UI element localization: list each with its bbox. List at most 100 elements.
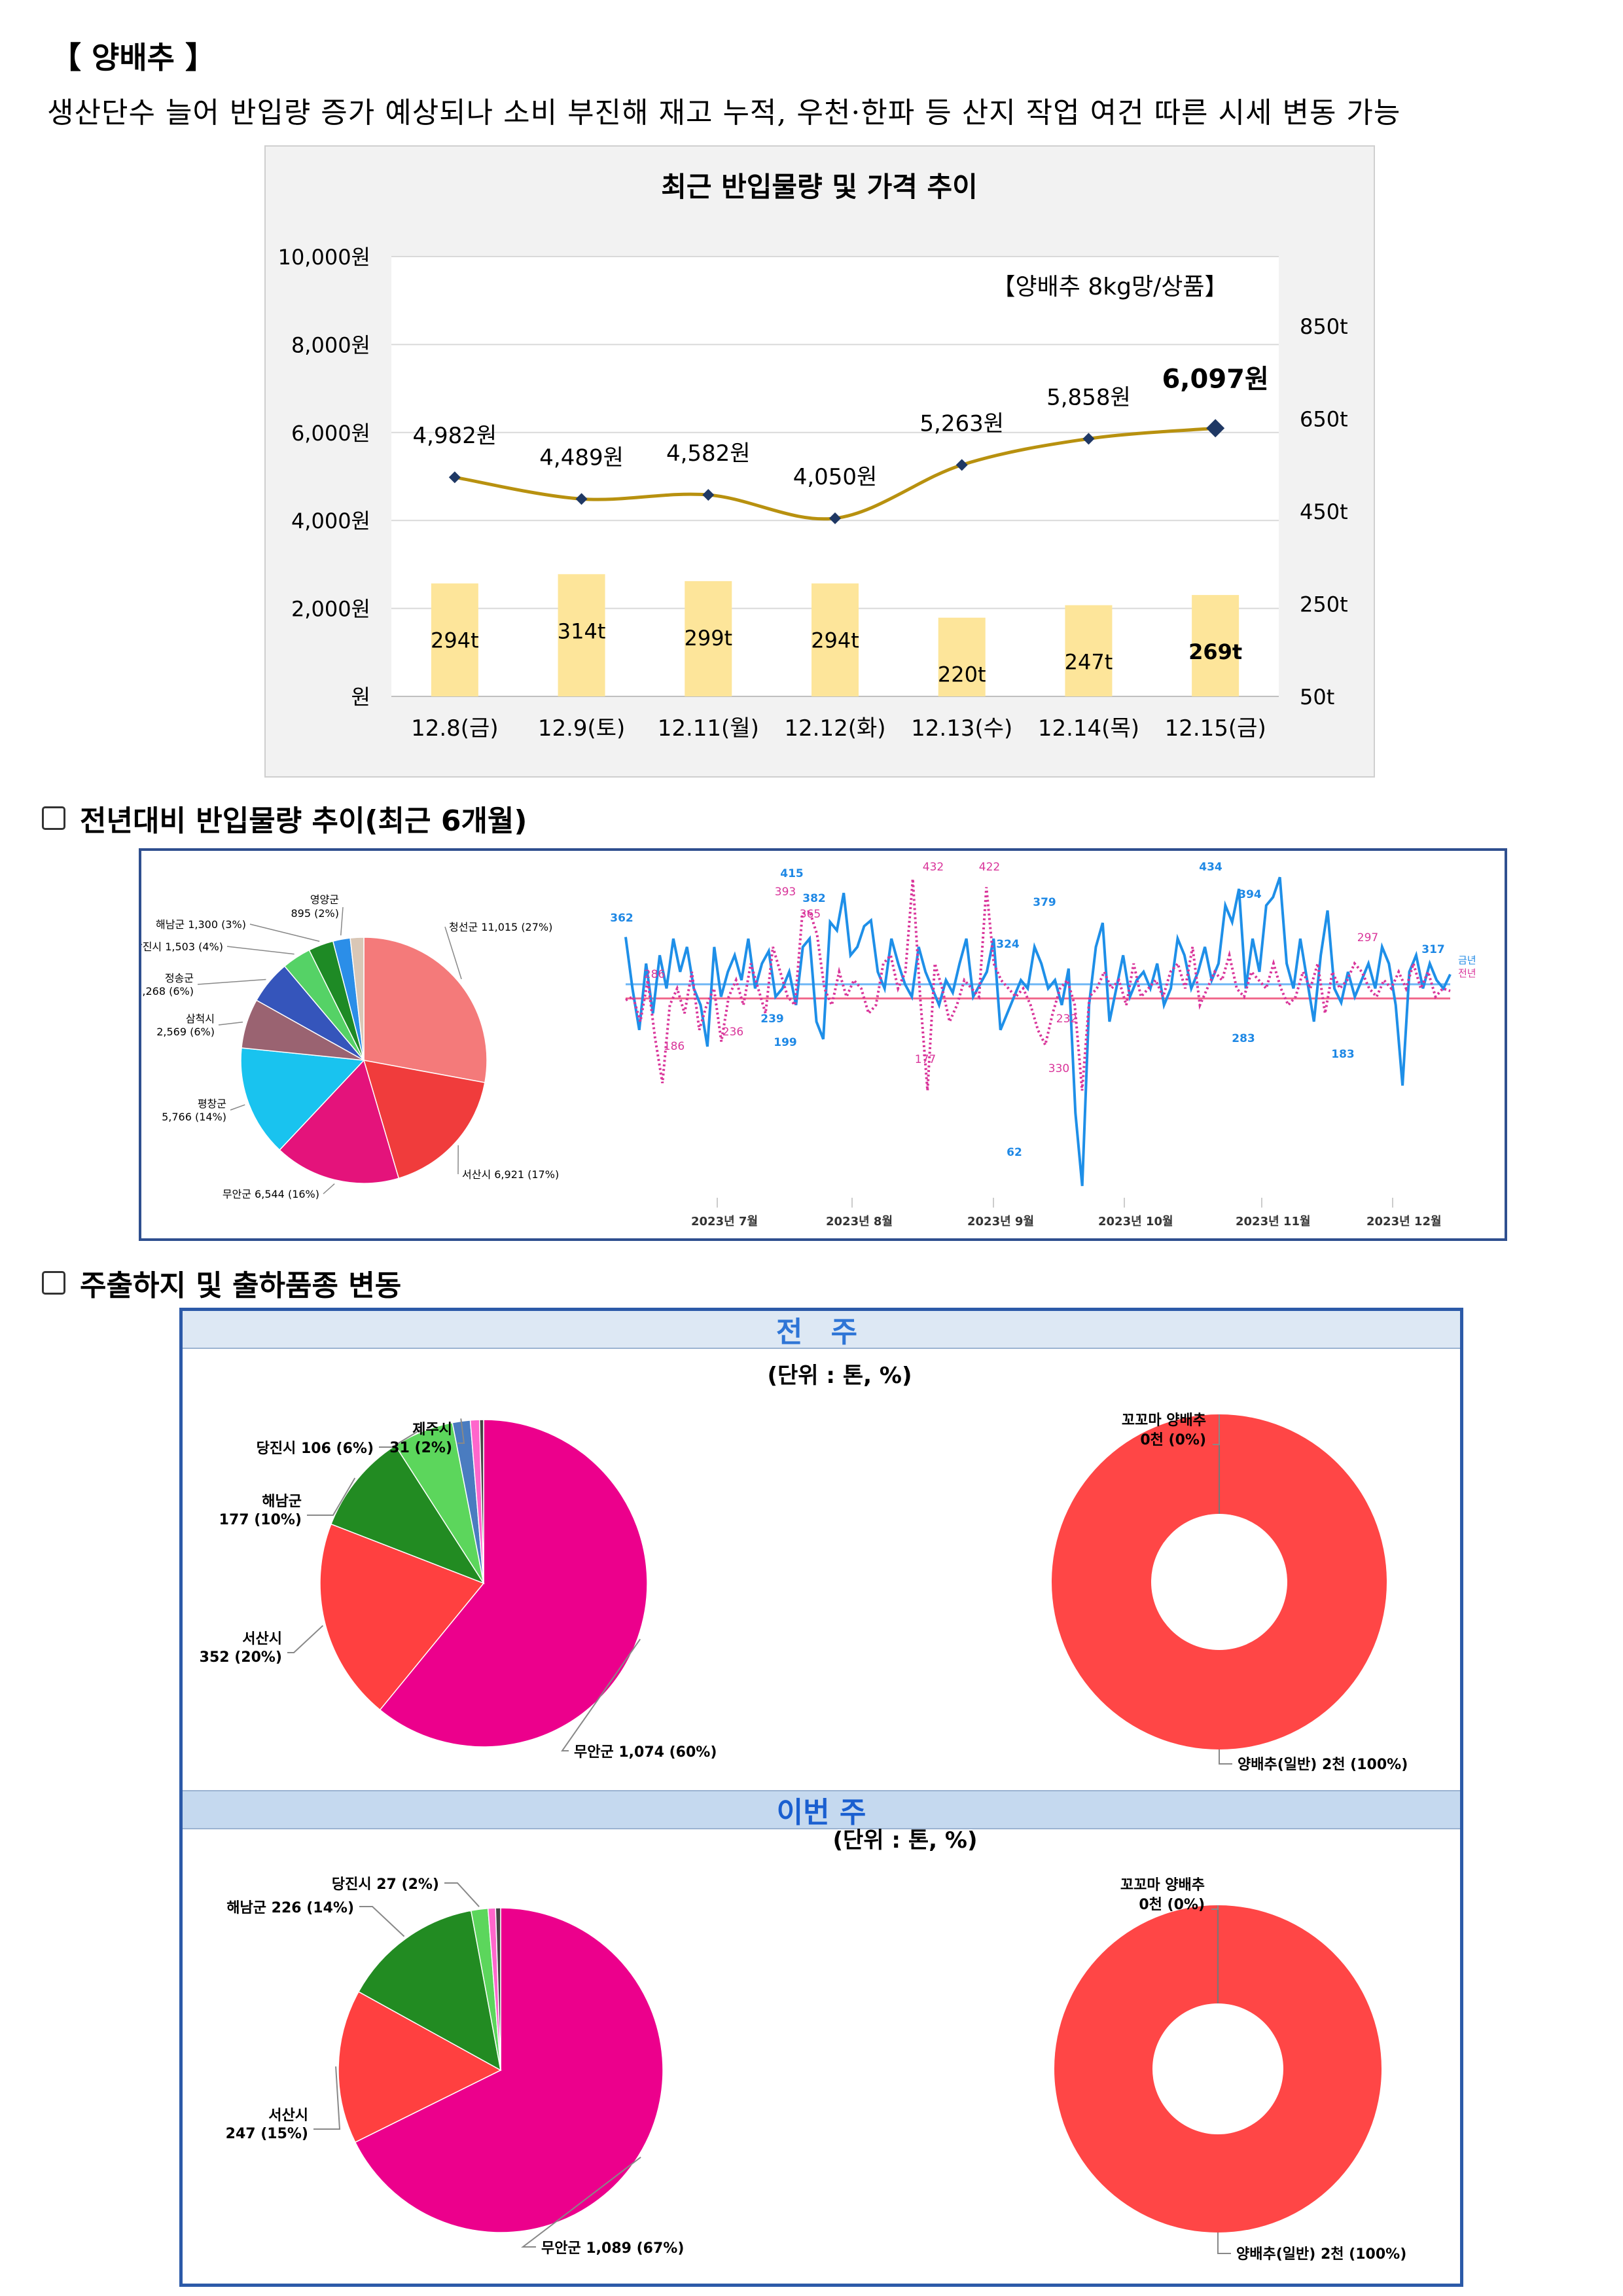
pie-label: 무안군 1,074 (60%) [574, 1744, 717, 1761]
pie-label: 247 (15%) [226, 2126, 308, 2142]
unit-label: (단위 : 톤, %) [832, 1828, 977, 1854]
pie-label: 177 (10%) [219, 1512, 302, 1528]
pie-label: 당진시 106 (6%) [257, 1441, 374, 1457]
price-marker [448, 471, 461, 484]
point-label: 362 [610, 912, 633, 925]
pie-label: 해남군 1,300 (3%) [156, 918, 246, 931]
point-label: 365 [800, 908, 821, 921]
price-marker [702, 489, 715, 501]
point-label: 186 [664, 1040, 685, 1053]
chart-title: 최근 반입물량 및 가격 추이 [661, 171, 978, 203]
pie-label: 31 (2%) [389, 1440, 452, 1456]
pie-slice [330, 1444, 485, 1585]
x-tick-label: 12.12(화) [784, 715, 885, 742]
x-tick-label: 12.11(월) [658, 715, 759, 742]
x-tick-label: 12.13(수) [911, 715, 1012, 742]
pie-slice [279, 1059, 400, 1184]
x-tick-label: 12.8(금) [411, 715, 499, 742]
point-label: 232 [1056, 1013, 1077, 1026]
pie-label: 352 (20%) [200, 1649, 282, 1666]
pie-leader-line [313, 2066, 341, 2130]
bar-label: 220t [938, 662, 986, 687]
pie-leader-line [561, 1638, 641, 1751]
pie-slice [349, 937, 365, 1061]
origin-panel: 전 주 (단위 : 톤, %) 무안군 1,074 (60%) 서산시 352 (20… [179, 1308, 1463, 2287]
x-tick-label: 12.15(금) [1165, 715, 1266, 742]
left-tick-label: 8,000원 [291, 332, 370, 357]
pie-leader-line [249, 924, 320, 942]
volume-bar [431, 583, 478, 696]
pie-slice [363, 1060, 486, 1179]
bar-label: 299t [684, 626, 732, 651]
pie-label: 2,268 (6%) [141, 985, 194, 997]
price-label: 4,582원 [666, 440, 751, 467]
point-label: 324 [996, 938, 1020, 951]
pie-leader-line [521, 2157, 641, 2248]
pie-label: 당진시 1,503 (4%) [141, 941, 223, 953]
left-tick-label: 2,000원 [291, 597, 370, 622]
right-tick-label: 50t [1300, 685, 1334, 709]
right-tick-label: 250t [1300, 592, 1348, 617]
point-label: 394 [1238, 888, 1262, 901]
pie-label: 무안군 6,544 (16%) [223, 1188, 319, 1200]
prev-week-charts: (단위 : 톤, %) 무안군 1,074 (60%) 서산시 352 (20%) 해남… [200, 1363, 1408, 1773]
pie-leader-line [444, 926, 462, 980]
point-label: 393 [775, 886, 796, 899]
bar-label: 294t [431, 628, 479, 653]
x-tick-label: 2023년 11월 [1236, 1215, 1311, 1229]
pie-label: 당진시 27 (2%) [332, 1876, 439, 1893]
volume-bar [938, 617, 986, 696]
section-yoy-title: 전년대비 반입물량 추이(최근 6개월) [80, 804, 527, 838]
price-label: 4,050원 [793, 464, 878, 490]
pie-label: 삼척시 [186, 1013, 215, 1025]
bar-label: 269t [1188, 639, 1242, 664]
point-label: 286 [644, 968, 665, 981]
donut-leader-line [1217, 2233, 1231, 2254]
price-label: 4,982원 [413, 423, 497, 449]
point-label: 330 [1048, 1062, 1069, 1075]
this-week-charts: (단위 : 톤, %) 무안군 1,089 (67%) 서산시 247 (15%) 해남… [226, 1828, 1407, 2263]
page-title: 【 양배추 】 [51, 40, 215, 75]
left-tick-label: 원 [351, 685, 370, 709]
pie-label: 서산시 [242, 1631, 282, 1647]
x-tick-label: 2023년 9월 [967, 1215, 1034, 1229]
price-volume-chart-panel: 최근 반입물량 및 가격 추이 원 2,000원 4,000원 6,000원 8,000원… [264, 145, 1375, 778]
volume-bar [1065, 605, 1113, 696]
point-label: 236 [722, 1026, 743, 1039]
donut-label: 양배추(일반) 2천 (100%) [1238, 1757, 1408, 1773]
donut-label: 0천 (0%) [1140, 1432, 1206, 1448]
left-tick-label: 4,000원 [291, 509, 370, 533]
line-series-this-year [624, 876, 1452, 1187]
pie-label: 서산시 [268, 2108, 308, 2124]
donut-leader-line [1213, 1414, 1220, 1445]
pie-slice [363, 937, 488, 1083]
point-label: 432 [923, 861, 944, 874]
legend-last-year: 전년 [1458, 967, 1476, 979]
pie-slice [354, 1907, 664, 2233]
pie-slice [357, 1910, 502, 2072]
pie-label: 평창군 [198, 1098, 226, 1110]
pie-leader-line [379, 1428, 422, 1448]
price-label: 5,858원 [1046, 384, 1131, 410]
volume-bar [812, 583, 859, 696]
pie-label: 895 (2%) [291, 907, 340, 920]
point-label: 62 [1007, 1146, 1022, 1159]
pie-label: 청선군 11,015 (27%) [449, 921, 552, 933]
price-marker [829, 512, 841, 524]
legend-this-year: 금년 [1458, 954, 1476, 966]
bar-label: 314t [558, 619, 606, 643]
pie-label: 해남군 [262, 1494, 302, 1510]
pie-slice [338, 1991, 502, 2144]
point-label: 183 [1331, 1048, 1355, 1061]
x-tick-label: 12.14(목) [1038, 715, 1139, 742]
pie-slice [478, 1419, 484, 1584]
point-label: 177 [915, 1053, 936, 1066]
point-label: 199 [774, 1036, 797, 1049]
pie-slice [495, 1907, 501, 2071]
pie-leader-line [444, 1882, 480, 1907]
section-origin-title: 주출하지 및 출하품종 변동 [80, 1269, 402, 1302]
yoy-panel: 청선군 11,015 (27%) 서산시 6,921 (17%) 무안군 6,544… [133, 848, 1507, 1241]
right-tick-label: 850t [1300, 314, 1348, 339]
point-label: 379 [1033, 896, 1056, 909]
x-tick-label: 2023년 10월 [1098, 1215, 1173, 1229]
